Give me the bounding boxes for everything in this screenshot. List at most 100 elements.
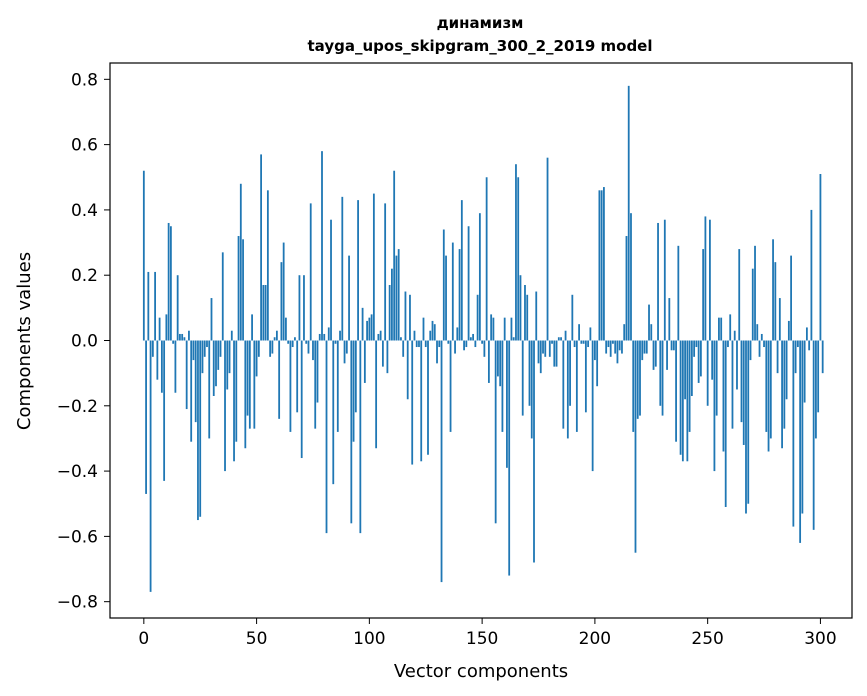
- bar: [603, 187, 605, 341]
- bar: [248, 340, 251, 429]
- bar: [467, 226, 470, 341]
- bar: [560, 337, 562, 341]
- bar: [469, 337, 472, 341]
- bar: [305, 340, 308, 344]
- bar: [442, 229, 445, 341]
- bar: [413, 330, 416, 341]
- bar: [566, 340, 569, 439]
- bar: [589, 327, 592, 341]
- bar: [587, 340, 590, 348]
- bar: [282, 242, 285, 341]
- bar: [736, 340, 738, 390]
- bar: [458, 249, 461, 341]
- bar: [727, 340, 729, 348]
- y-tick-label: −0.6: [57, 527, 98, 547]
- bar: [422, 317, 425, 341]
- bar: [805, 327, 808, 341]
- bar: [569, 340, 571, 406]
- bar: [499, 340, 502, 387]
- bar: [366, 320, 368, 341]
- bar: [747, 340, 750, 504]
- bar: [391, 268, 393, 341]
- bar: [406, 340, 409, 400]
- bar: [537, 340, 540, 364]
- bar: [424, 340, 427, 348]
- y-tick-label: 0.0: [71, 332, 98, 352]
- bar: [160, 340, 163, 393]
- bar: [695, 340, 698, 348]
- bar: [449, 340, 452, 432]
- chart-title: динамизм: [437, 14, 524, 32]
- bar: [772, 239, 774, 341]
- bar: [605, 340, 608, 354]
- bar: [711, 340, 714, 380]
- bar: [377, 333, 380, 341]
- bar: [262, 285, 265, 341]
- bar: [659, 340, 662, 406]
- bar: [740, 340, 743, 423]
- bar: [219, 340, 222, 357]
- y-tick-label: 0.2: [71, 266, 98, 286]
- bar: [260, 154, 262, 341]
- bar: [451, 242, 454, 341]
- bar: [409, 294, 411, 341]
- bar: [192, 340, 195, 361]
- bar: [221, 252, 224, 341]
- bar: [230, 330, 233, 341]
- bar: [275, 330, 278, 341]
- bar: [627, 85, 630, 341]
- bar: [609, 340, 612, 357]
- bar: [524, 285, 526, 341]
- bar: [266, 190, 269, 341]
- bar: [650, 324, 653, 341]
- bar: [149, 340, 152, 592]
- bar: [404, 291, 407, 341]
- bar: [501, 340, 504, 432]
- bar: [690, 340, 693, 396]
- bar: [582, 340, 585, 344]
- bar: [314, 340, 317, 429]
- bar: [246, 340, 249, 416]
- bar: [571, 294, 574, 341]
- bar: [704, 216, 707, 341]
- bar: [481, 340, 484, 344]
- bar-series: [142, 85, 824, 592]
- bar: [215, 340, 217, 387]
- bar: [591, 340, 594, 472]
- bar: [154, 271, 156, 341]
- bar: [354, 340, 357, 413]
- y-tick-label: −0.2: [57, 397, 98, 417]
- bar: [156, 340, 159, 380]
- bar: [715, 340, 718, 416]
- bar: [555, 340, 558, 367]
- bar: [652, 340, 655, 370]
- bar: [174, 340, 177, 393]
- bar: [792, 340, 795, 527]
- bar: [183, 337, 186, 341]
- bar: [729, 314, 732, 341]
- bar: [343, 340, 346, 364]
- bar: [169, 226, 172, 341]
- bar: [436, 340, 438, 364]
- bar: [325, 340, 328, 534]
- bar: [497, 340, 499, 377]
- bar: [643, 340, 646, 354]
- bar: [530, 340, 533, 439]
- bar: [438, 340, 441, 348]
- bar: [706, 340, 709, 406]
- bar: [548, 340, 551, 357]
- bar: [639, 340, 641, 416]
- bar: [553, 340, 556, 367]
- bar: [636, 340, 639, 419]
- bar: [330, 219, 332, 341]
- bar: [289, 340, 292, 432]
- bar: [580, 340, 583, 344]
- bar: [515, 164, 517, 341]
- bar: [415, 340, 418, 348]
- bar: [663, 219, 666, 341]
- bar: [681, 340, 684, 462]
- bar: [517, 177, 520, 341]
- bar: [278, 340, 281, 419]
- bar: [163, 340, 166, 481]
